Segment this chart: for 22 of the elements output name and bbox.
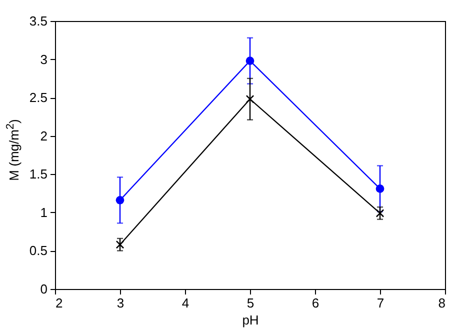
y-tick-label: 1 [40, 204, 48, 220]
point [246, 94, 254, 104]
x-tick-label: 4 [182, 296, 190, 310]
y-tick-label: 0 [40, 282, 48, 296]
point [376, 184, 384, 193]
point [246, 56, 254, 65]
x-axis-title: pH [242, 312, 259, 328]
x-tick-label: 6 [312, 296, 320, 310]
x-tick-label: 8 [438, 296, 446, 310]
x-tick-label: 5 [246, 296, 254, 310]
y-tick-label: 3.5 [29, 14, 48, 28]
x-tick-label: 3 [116, 296, 124, 310]
y-tick-label: 2 [40, 128, 48, 144]
x-tick-label: 2 [56, 296, 63, 310]
x-tick-label: 7 [376, 296, 384, 310]
point [116, 240, 124, 249]
y-tick-label: 1.5 [29, 166, 48, 182]
y-tick-label: 3 [40, 52, 48, 67]
point [116, 196, 124, 204]
point [376, 209, 384, 218]
y-tick-label: 2.5 [29, 90, 48, 106]
y-tick-label: 0.5 [29, 243, 48, 258]
